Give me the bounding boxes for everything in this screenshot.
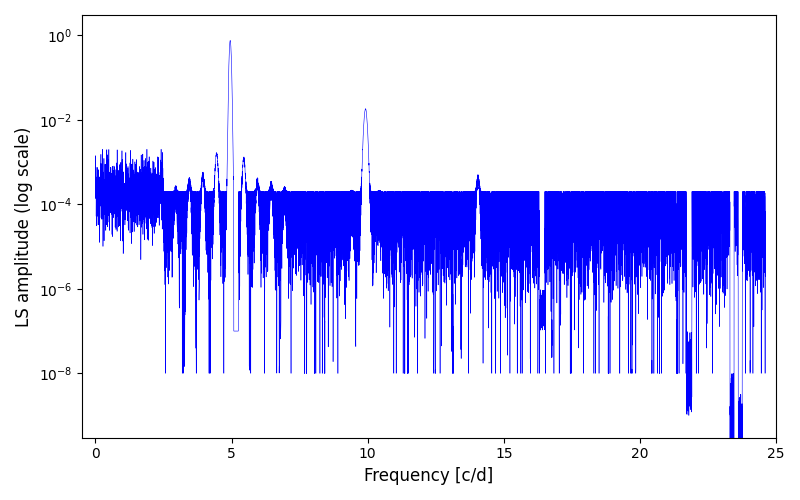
X-axis label: Frequency [c/d]: Frequency [c/d] xyxy=(364,467,494,485)
Y-axis label: LS amplitude (log scale): LS amplitude (log scale) xyxy=(15,126,33,326)
